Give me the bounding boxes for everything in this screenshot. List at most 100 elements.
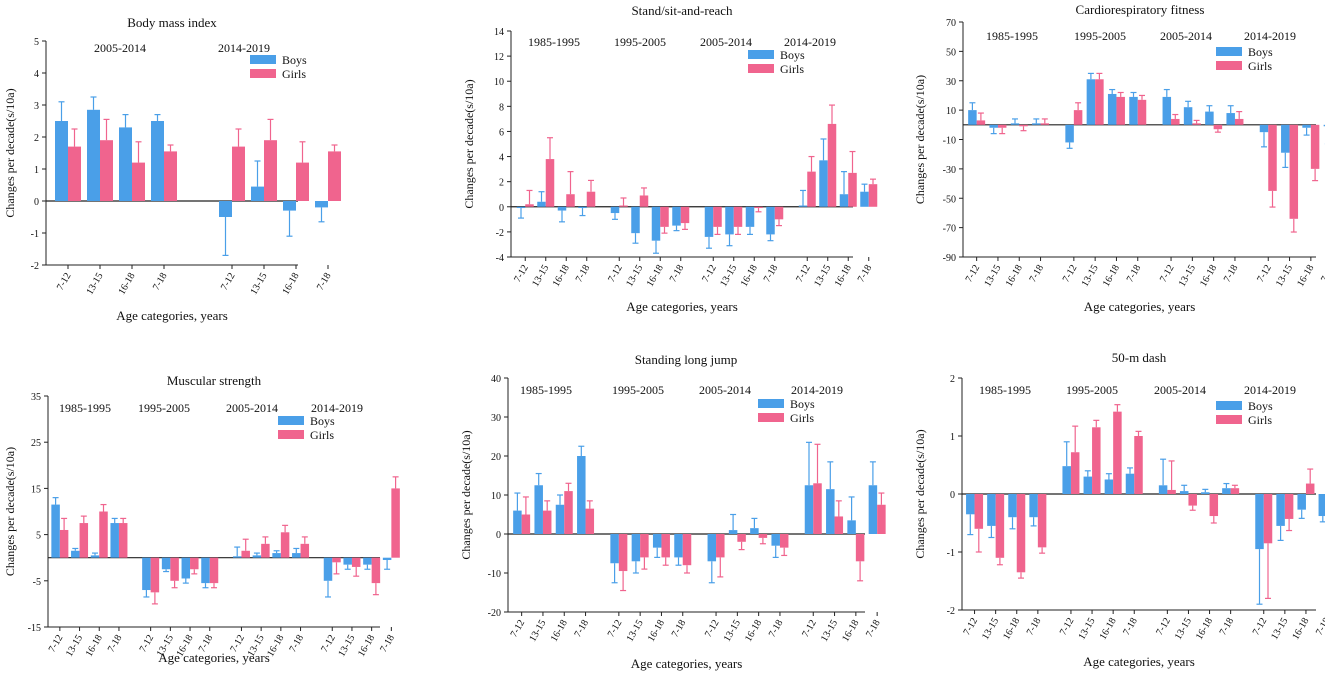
bar-boys xyxy=(537,201,546,207)
bar-boys xyxy=(87,109,100,201)
y-tick-label: -20 xyxy=(488,608,501,619)
bar-boys xyxy=(1222,488,1231,494)
legend-label-boys: Boys xyxy=(1248,45,1273,59)
bar-boys xyxy=(1010,123,1020,125)
bar-girls xyxy=(680,206,690,224)
bar-boys xyxy=(315,201,328,208)
x-tick-label: 13-15 xyxy=(530,263,551,289)
bar-boys xyxy=(868,485,878,534)
chart-title: Body mass index xyxy=(127,15,217,30)
bar-girls xyxy=(737,534,746,542)
bar-boys xyxy=(707,534,717,562)
bar-boys xyxy=(1297,494,1306,510)
bar-boys xyxy=(71,550,80,558)
bar-girls xyxy=(713,206,722,227)
y-tick-label: 14 xyxy=(494,27,504,38)
x-tick-label: 7-12 xyxy=(703,618,722,639)
bar-girls xyxy=(1188,494,1197,506)
bar-girls xyxy=(807,171,816,207)
x-tick-label: 7-12 xyxy=(1158,263,1177,284)
bar-boys xyxy=(1086,79,1096,125)
y-tick-label: -2 xyxy=(947,606,955,617)
bar-boys xyxy=(119,127,132,201)
bar-girls xyxy=(1289,124,1299,219)
x-axis-label: Age categories, years xyxy=(116,308,228,323)
bar-girls xyxy=(1192,123,1201,125)
x-tick-label: 16-18 xyxy=(356,633,377,659)
bar-girls xyxy=(1095,79,1104,125)
period-label: 2014-2019 xyxy=(1244,29,1296,43)
legend-label-girls: Girls xyxy=(780,62,804,76)
bar-girls xyxy=(525,204,534,207)
bar-girls xyxy=(1263,494,1273,544)
y-tick-label: -4 xyxy=(496,253,504,264)
x-tick-label: 13-15 xyxy=(1177,263,1198,289)
legend-swatch-boys xyxy=(1216,401,1242,410)
y-axis-label: Changes per decade(s/10a) xyxy=(459,430,473,559)
period-label: 1985-1995 xyxy=(986,29,1038,43)
chart-title: Stand/sit-and-reach xyxy=(631,3,733,18)
bar-boys xyxy=(966,494,975,515)
bar-girls xyxy=(100,140,113,201)
bar-girls xyxy=(59,529,69,558)
bar-girls xyxy=(296,162,309,201)
x-tick-label: 16-18 xyxy=(1101,263,1122,289)
bar-boys xyxy=(1183,107,1193,125)
bar-boys xyxy=(283,201,296,211)
y-tick-label: 3 xyxy=(34,101,39,112)
legend-swatch-boys xyxy=(1216,47,1242,56)
bar-girls xyxy=(660,206,669,227)
y-tick-label: -70 xyxy=(943,224,956,235)
bar-boys xyxy=(771,534,780,546)
x-tick-label: 7-12 xyxy=(700,263,719,284)
bar-boys xyxy=(1107,93,1117,125)
bar-girls xyxy=(521,514,531,534)
bar-boys xyxy=(555,504,565,534)
x-tick-label: 7-12 xyxy=(219,271,238,292)
bar-girls xyxy=(118,523,128,558)
y-tick-label: 40 xyxy=(491,374,501,385)
y-tick-label: 35 xyxy=(31,392,41,403)
x-tick-label: 7-12 xyxy=(1061,263,1080,284)
bar-boys xyxy=(1032,123,1041,125)
bar-girls xyxy=(1284,494,1294,519)
bar-boys xyxy=(1205,111,1214,125)
x-tick-label: 7-18 xyxy=(864,618,883,639)
x-axis-label: Age categories, years xyxy=(631,656,743,671)
x-tick-label: 13-15 xyxy=(248,271,269,297)
y-tick-label: -50 xyxy=(943,194,956,205)
bar-girls xyxy=(733,206,743,227)
bar-girls xyxy=(1167,489,1176,494)
bar-boys xyxy=(181,557,191,579)
bar-girls xyxy=(997,124,1007,128)
x-tick-label: 13-15 xyxy=(980,616,1001,642)
x-tick-label: 7-18 xyxy=(856,263,875,284)
y-tick-label: -2 xyxy=(496,228,504,239)
period-label: 2005-2014 xyxy=(1154,383,1206,397)
y-tick-label: 2 xyxy=(499,178,504,189)
x-tick-label: 7-12 xyxy=(1058,616,1077,637)
legend-label-girls: Girls xyxy=(282,67,306,81)
panel-5: Standing long jump -20 -10 0 10 20 30 40 Changes… xyxy=(459,352,886,671)
bar-boys xyxy=(534,485,543,534)
x-tick-label: 16-18 xyxy=(1295,263,1316,289)
bar-girls xyxy=(779,534,789,548)
x-tick-label: 7-12 xyxy=(964,263,983,284)
y-tick-label: 10 xyxy=(946,106,956,117)
y-tick-label: -1 xyxy=(31,229,39,240)
bar-boys xyxy=(631,534,641,562)
bar-boys xyxy=(51,504,60,558)
bar-boys xyxy=(1179,491,1189,494)
bar-girls xyxy=(640,534,649,558)
legend-label-girls: Girls xyxy=(790,411,814,425)
bar-girls xyxy=(1134,436,1143,494)
bar-boys xyxy=(55,121,68,201)
x-tick-label: 16-18 xyxy=(551,263,572,289)
chart-title: 50-m dash xyxy=(1112,350,1167,365)
bar-girls xyxy=(1171,118,1180,125)
bar-boys xyxy=(516,206,526,209)
bar-girls xyxy=(1040,123,1050,125)
period-label: 1995-2005 xyxy=(1066,383,1118,397)
x-tick-label: 7-12 xyxy=(138,633,157,654)
bar-boys xyxy=(860,191,869,207)
